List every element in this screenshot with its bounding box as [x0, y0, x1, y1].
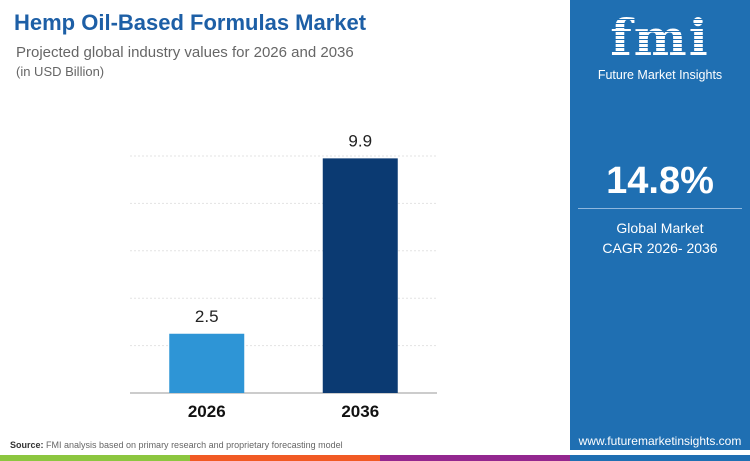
- bar-2026: [169, 333, 245, 393]
- cagr-label-line1: Global Market: [616, 220, 704, 236]
- stripe: [0, 455, 190, 461]
- data-label: 9.9: [348, 131, 372, 150]
- logo-brand: Future Market Insights: [597, 68, 723, 82]
- chart-unit: (in USD Billion): [16, 64, 105, 79]
- x-tick-label: 2036: [341, 402, 379, 421]
- divider: [578, 208, 742, 209]
- chart-subtitle: Projected global industry values for 202…: [16, 44, 354, 61]
- info-panel: fmi Future Market Insights 14.8% Global …: [570, 0, 750, 450]
- data-label: 2.5: [195, 307, 219, 326]
- stripe: [570, 455, 750, 461]
- stripe: [190, 455, 380, 461]
- source-note: Source: FMI analysis based on primary re…: [10, 440, 343, 450]
- stripe: [380, 455, 570, 461]
- bar-chart: 2.5 2026 9.9 2036: [130, 131, 437, 421]
- x-tick-label: 2026: [188, 402, 226, 421]
- chart-title: Hemp Oil-Based Formulas Market: [14, 10, 367, 35]
- source-text: FMI analysis based on primary research a…: [43, 440, 343, 450]
- fmi-logo: fmi Future Market Insights: [570, 12, 750, 83]
- website-link[interactable]: www.futuremarketinsights.com: [578, 434, 742, 448]
- cagr-label: Global Market CAGR 2026- 2036: [570, 218, 750, 258]
- source-label: Source:: [10, 440, 44, 450]
- cagr-label-line2: CAGR 2026- 2036: [602, 240, 718, 256]
- cagr-value: 14.8%: [606, 160, 714, 202]
- logo-mark: fmi: [570, 12, 750, 64]
- bar-2036: [322, 158, 398, 393]
